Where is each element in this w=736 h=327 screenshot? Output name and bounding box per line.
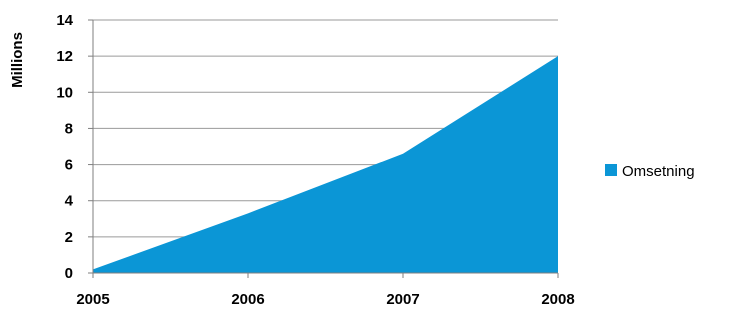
y-tick-label: 8	[65, 120, 73, 137]
legend-swatch	[605, 164, 617, 176]
y-tick-label: 6	[65, 157, 73, 174]
x-tick-labels: 2005 2006 2007 2008	[76, 291, 574, 308]
y-tick-label: 4	[65, 193, 74, 210]
axes	[88, 19, 559, 278]
y-axis-label: Millions	[9, 32, 26, 88]
series-area-layer	[93, 56, 558, 274]
x-tick-label: 2006	[231, 291, 264, 308]
y-tick-labels: 0 2 4 6 8 10 12 14	[56, 12, 73, 282]
legend-label: Omsetning	[622, 163, 695, 180]
y-tick-label: 10	[56, 84, 73, 101]
y-tick-label: 0	[65, 265, 73, 282]
gridlines	[93, 19, 558, 238]
x-tick-label: 2007	[386, 291, 419, 308]
x-tick-label: 2008	[541, 291, 574, 308]
y-tick-label: 12	[56, 48, 73, 65]
x-tick-label: 2005	[76, 291, 109, 308]
y-tick-label: 2	[65, 229, 73, 246]
legend: Omsetning	[605, 163, 695, 180]
y-tick-label: 14	[56, 12, 73, 29]
series-area-omsetning	[93, 56, 558, 274]
